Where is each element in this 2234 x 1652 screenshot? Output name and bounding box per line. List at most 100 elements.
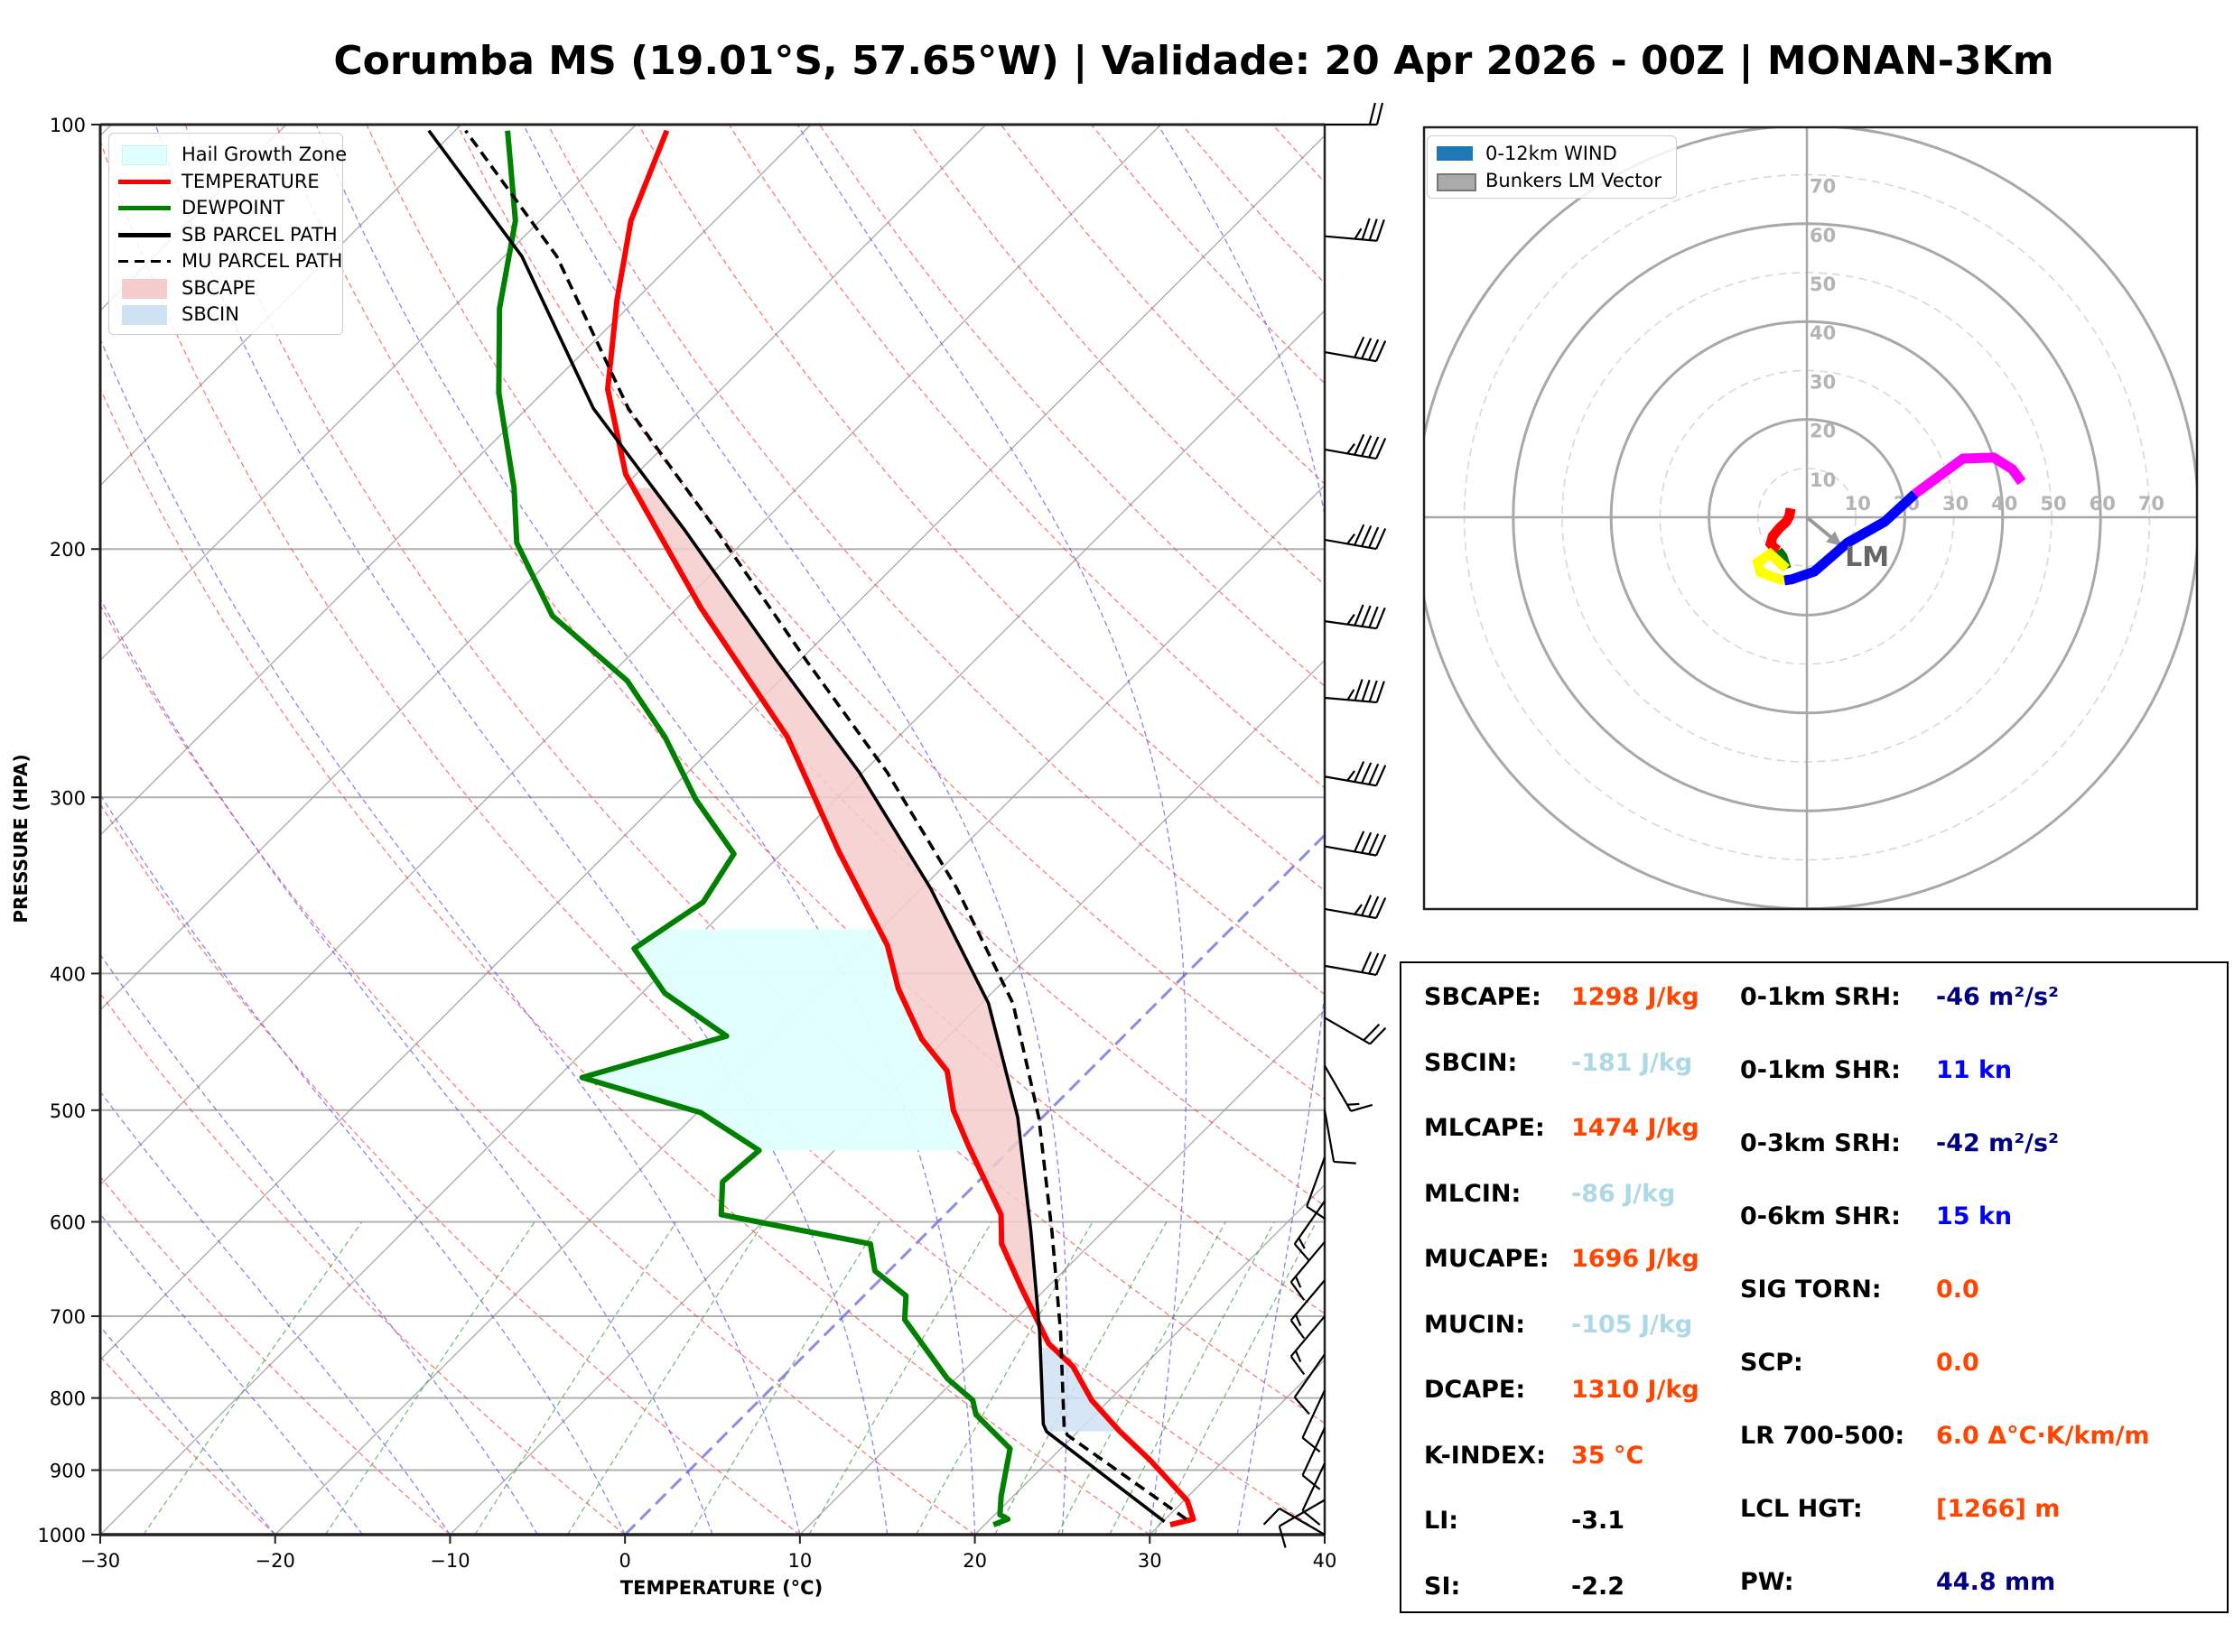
barb-full xyxy=(1361,895,1373,916)
hodograph-segment-0-1km xyxy=(1764,507,1796,555)
stat-value: 0.0 xyxy=(1936,1276,1979,1304)
barb-staff xyxy=(1289,1279,1326,1322)
wind-barb xyxy=(1289,1279,1326,1340)
legend-label: DEWPOINT xyxy=(182,197,285,218)
barb-full xyxy=(1301,1509,1321,1526)
barb-full xyxy=(1375,340,1387,362)
hodograph-ring xyxy=(1609,320,2005,715)
stat-value: -105 J/kg xyxy=(1571,1310,1693,1339)
stat-label: 0-1km SHR: xyxy=(1740,1056,1901,1084)
wind-barb xyxy=(1324,831,1387,857)
profiles xyxy=(427,129,1196,1528)
barb-half xyxy=(1294,1350,1302,1363)
barb-half xyxy=(1346,533,1356,545)
barb-full xyxy=(1375,681,1385,703)
wind-barb xyxy=(1325,102,1384,126)
ring-label-x: 50 xyxy=(2040,493,2066,515)
barb-full xyxy=(1350,1103,1373,1112)
legend-label: Bunkers LM Vector xyxy=(1485,170,1662,191)
y-tick-label: 700 xyxy=(50,1306,86,1328)
barb-full xyxy=(1368,606,1379,628)
wind-barb xyxy=(1301,1462,1326,1526)
barb-staff xyxy=(1301,1389,1326,1439)
ring-label-x: 60 xyxy=(2090,493,2116,515)
hodograph-segment-3-6km xyxy=(1752,547,1790,586)
wind-barb xyxy=(1289,1241,1326,1301)
barb-full xyxy=(1354,679,1364,701)
moist-adiabat-line xyxy=(100,1212,364,1535)
barb-staff xyxy=(1324,775,1377,787)
hodograph-legend: 0-12km WIND Bunkers LM Vector xyxy=(1427,135,1677,199)
barb-staff xyxy=(1324,235,1377,242)
ring-label-y: 30 xyxy=(1810,371,1836,393)
barb-full xyxy=(1375,102,1384,125)
y-tick-label: 100 xyxy=(50,115,86,136)
stats-panel: SBCAPE: 1298 J/kg SBCIN: -181 J/kg MLCAPE: 14… xyxy=(1400,961,2229,1613)
wind-barb xyxy=(1324,895,1387,920)
dry-adiabat-line xyxy=(184,125,1325,1425)
barb-full xyxy=(1368,833,1380,855)
ring-label-y: 10 xyxy=(1810,469,1836,491)
legend-label: MU PARCEL PATH xyxy=(182,250,343,272)
moist-adiabat-line xyxy=(100,953,538,1535)
dry-adiabat-line xyxy=(1364,125,1391,1535)
isotherm-line xyxy=(100,125,1162,1186)
stat-label: SBCAPE: xyxy=(1424,983,1541,1011)
x-axis-label: TEMPERATURE (°C) xyxy=(620,1577,823,1599)
dry-adiabat-line xyxy=(100,386,1150,1535)
wind-barb xyxy=(1324,1065,1373,1112)
fill-hail-growth-zone xyxy=(582,929,971,1151)
stat-label: LCL HGT: xyxy=(1740,1495,1863,1523)
barb-full xyxy=(1278,1526,1287,1548)
legend-label: SB PARCEL PATH xyxy=(182,223,338,246)
hodograph-ring xyxy=(1512,222,2102,812)
barb-half xyxy=(1298,1237,1306,1249)
x-tick-label: 20 xyxy=(963,1550,987,1572)
legend-swatch xyxy=(122,305,167,325)
ring-label-y: 40 xyxy=(1810,322,1836,344)
mixing-ratio-line xyxy=(808,1221,992,1535)
barb-full xyxy=(1361,218,1371,240)
moist-adiabat-line xyxy=(522,125,1068,1535)
moist-adiabat-line xyxy=(1324,1531,1325,1535)
dry-adiabat-line xyxy=(100,138,1325,1535)
stat-label: SIG TORN: xyxy=(1740,1276,1882,1304)
legend-swatch xyxy=(1437,146,1473,161)
ring-label-x: 10 xyxy=(1845,493,1871,515)
moist-adiabat-line xyxy=(315,125,976,1535)
barb-staff xyxy=(1324,350,1377,363)
wind-barb xyxy=(1301,1427,1326,1490)
ring-label-x: 40 xyxy=(1991,493,2017,515)
legend-swatch xyxy=(118,232,171,237)
wind-barb xyxy=(1324,218,1385,242)
stat-value: 1298 J/kg xyxy=(1571,983,1699,1011)
barb-full xyxy=(1354,524,1365,546)
barb-full xyxy=(1361,435,1373,457)
wind-barb xyxy=(1324,604,1386,630)
y-tick-label: 500 xyxy=(50,1100,86,1122)
stat-label: DCAPE: xyxy=(1424,1376,1526,1404)
stat-label: LI: xyxy=(1424,1507,1459,1535)
stat-label: SCP: xyxy=(1740,1349,1803,1377)
x-tick-label: 10 xyxy=(787,1550,812,1572)
legend-label: 0-12km WIND xyxy=(1485,143,1617,164)
barb-full xyxy=(1368,952,1380,974)
barb-half xyxy=(1354,227,1363,240)
stat-label: SBCIN: xyxy=(1424,1048,1518,1077)
legend-swatch xyxy=(118,260,171,263)
dry-adiabat-line xyxy=(1181,125,1325,284)
stat-label: 0-6km SHR: xyxy=(1740,1202,1901,1230)
stat-label: LR 700-500: xyxy=(1740,1422,1905,1450)
barb-staff xyxy=(1324,845,1377,857)
hodograph-plot: 10 20 30 40 50 60 70 10 20 30 40 50 60 70 LM xyxy=(1424,127,2197,909)
x-tick-label: −10 xyxy=(430,1550,470,1572)
mixing-ratio-line xyxy=(566,1221,765,1535)
barb-staff xyxy=(1301,1462,1326,1511)
stat-label: MUCAPE: xyxy=(1424,1245,1550,1273)
moist-adiabat-line xyxy=(154,125,889,1535)
stat-value: -2.2 xyxy=(1571,1572,1625,1601)
barb-full xyxy=(1368,436,1380,459)
wind-barb xyxy=(1323,1109,1356,1165)
barb-staff xyxy=(1289,1315,1326,1358)
stat-value: 0.0 xyxy=(1936,1349,1979,1377)
